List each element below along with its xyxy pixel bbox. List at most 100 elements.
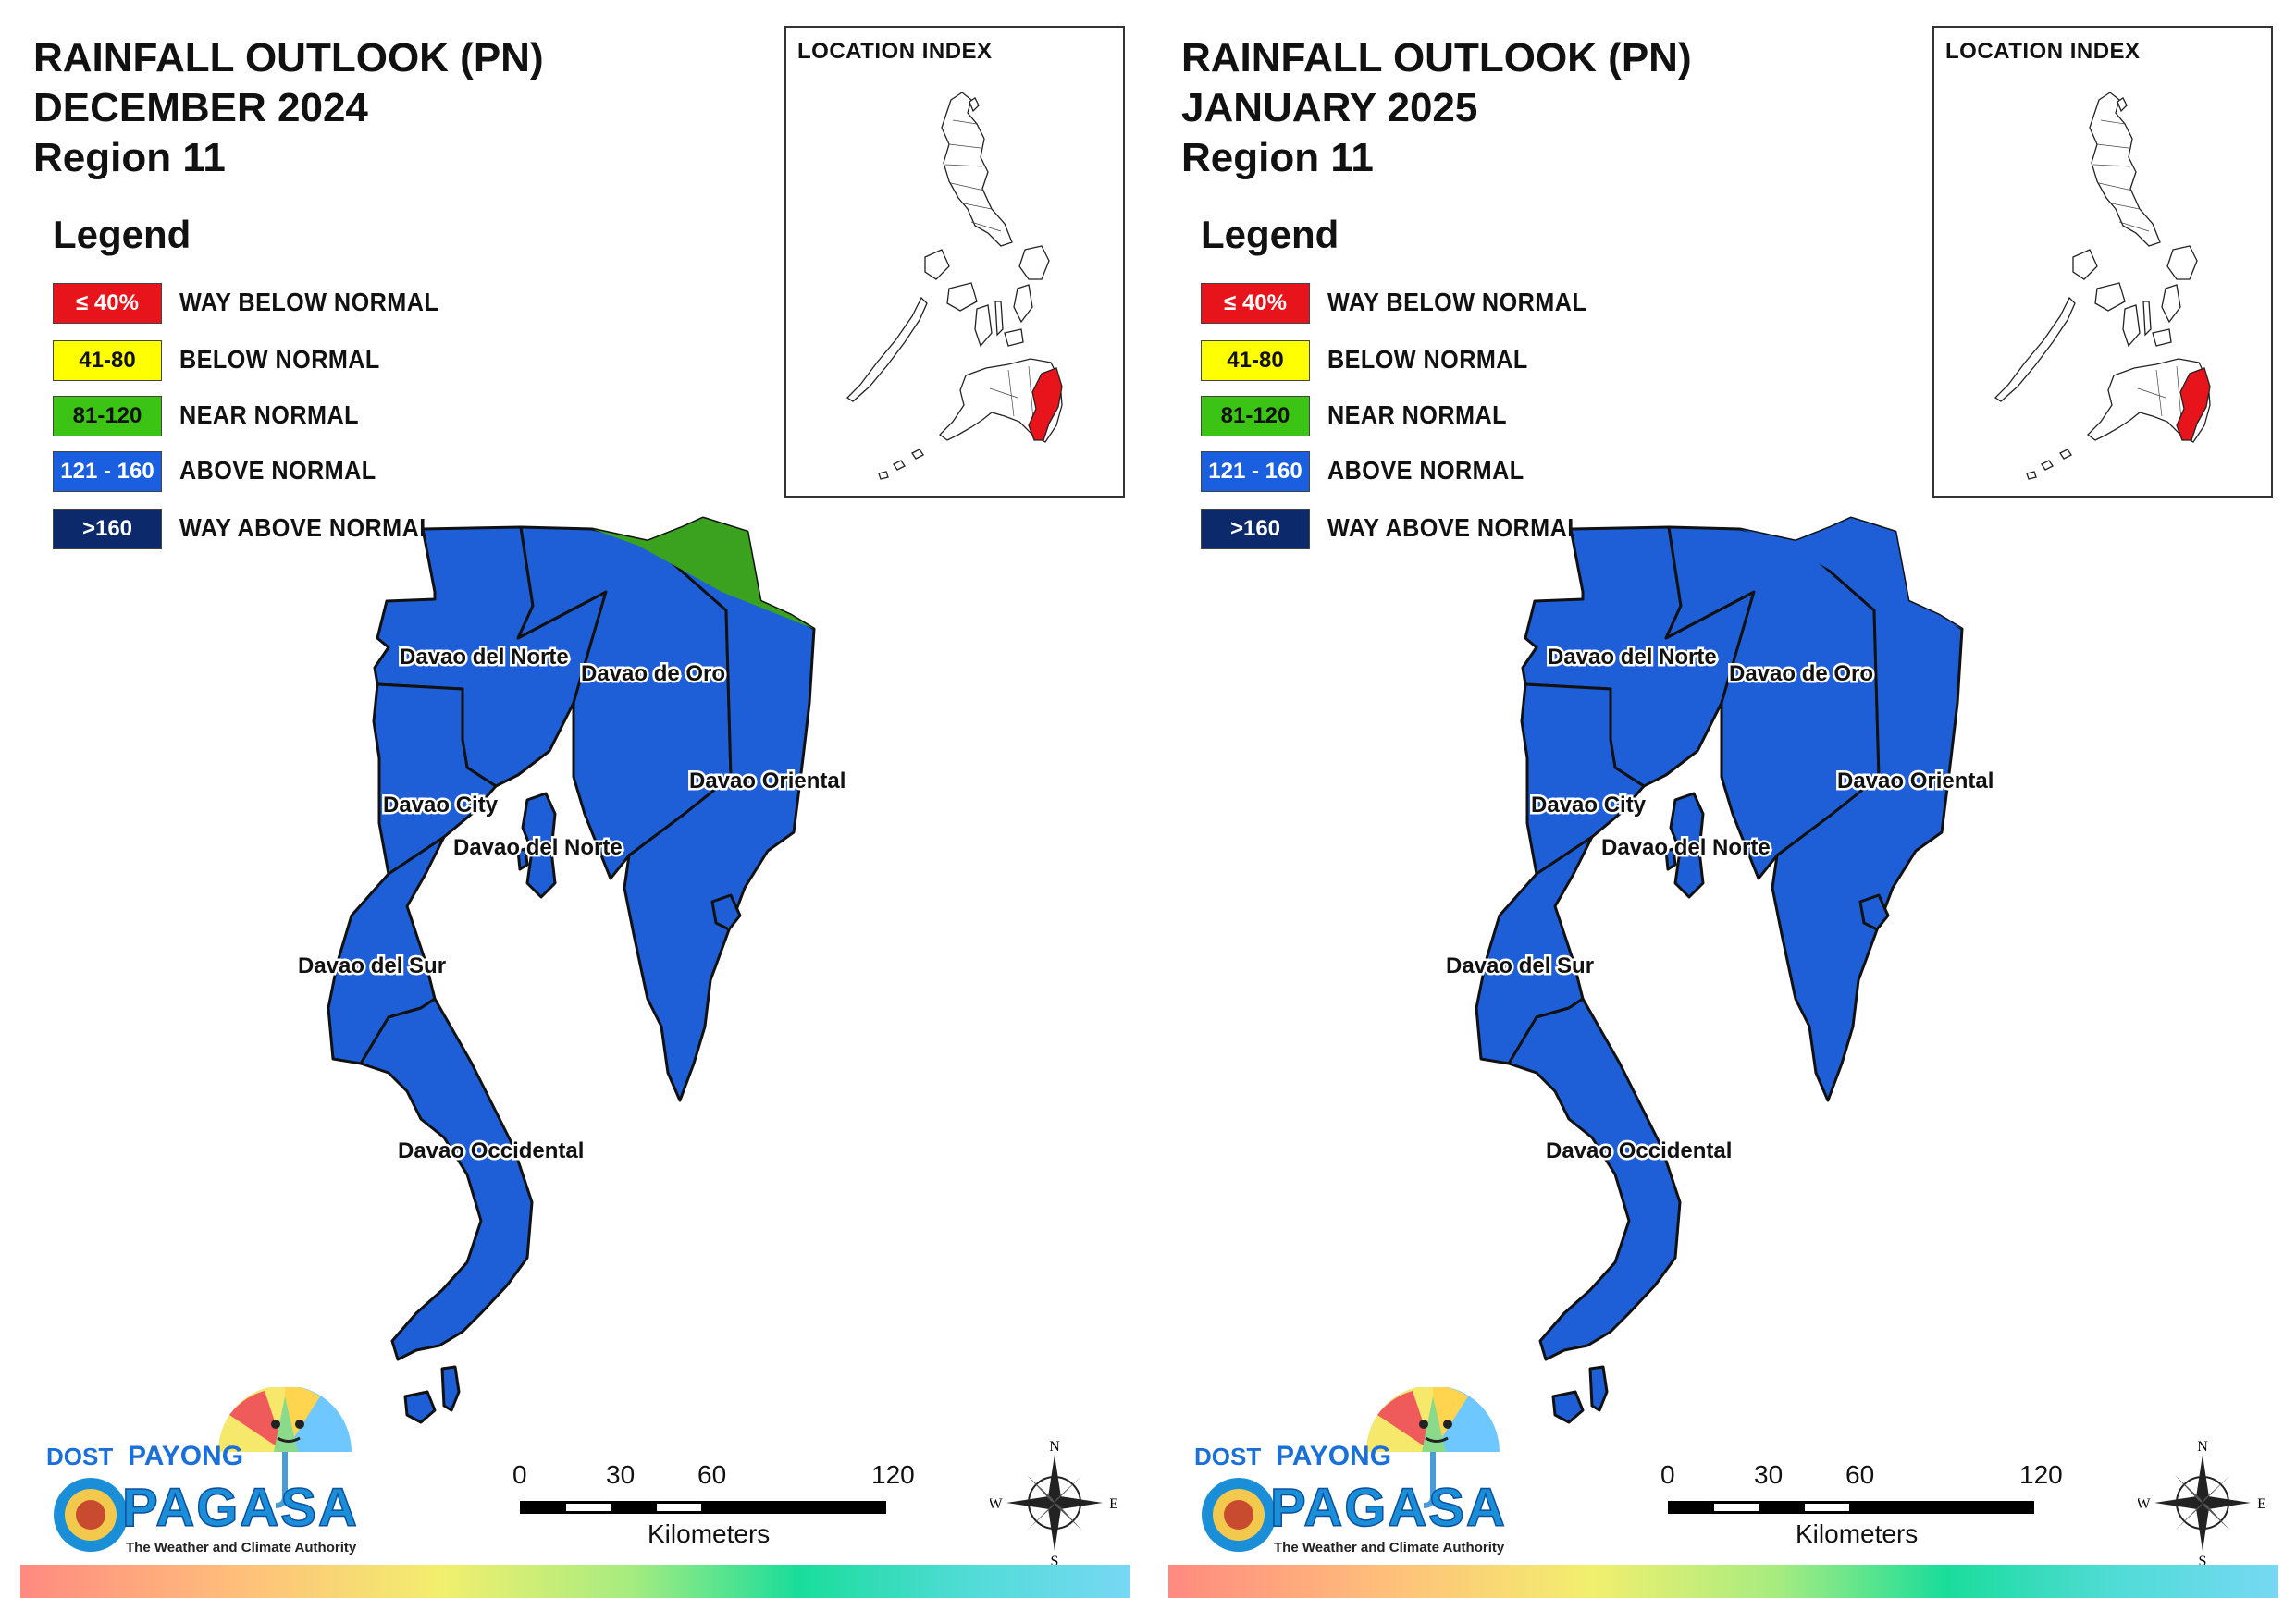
island-balut [440, 1365, 461, 1412]
scale-tick-120: 120 [2019, 1460, 2063, 1489]
title-region: Region 11 [33, 135, 226, 180]
legend-swatch: 41-80 [1201, 340, 1310, 381]
island-talicud [1664, 847, 1677, 871]
label-davao-del-norte: Davao del Norte [400, 645, 569, 670]
label-davao-del-norte-samal: Davao del Norte [1601, 835, 1771, 860]
location-index-inset: LOCATION INDEX [784, 26, 1125, 498]
legend-label: WAY ABOVE NORMAL [1327, 513, 1583, 542]
island-talicud [516, 847, 529, 871]
title-month: JANUARY 2025 [1181, 85, 1478, 130]
islet-oriental [1858, 893, 1890, 931]
inset-title: LOCATION INDEX [1945, 39, 2141, 64]
legend-swatch: >160 [53, 509, 162, 549]
philippines-index-map [1994, 92, 2211, 480]
north-band-area [592, 518, 814, 629]
logo-payong: PAYONG [128, 1441, 243, 1471]
compass-s: S [2199, 1554, 2207, 1568]
label-davao-del-sur: Davao del Sur [1446, 953, 1594, 978]
legend-swatch: ≤ 40% [1201, 283, 1310, 324]
region-11-map: Davao del Norte Davao de Oro Davao Orien… [296, 516, 848, 1424]
label-davao-oriental: Davao Oriental [689, 768, 846, 793]
legend-label: NEAR NORMAL [179, 400, 359, 429]
compass-w: W [990, 1496, 1003, 1512]
label-davao-city: Davao City [383, 793, 499, 818]
legend-title: Legend [53, 213, 191, 256]
logo-tagline: The Weather and Climate Authority [1274, 1540, 1505, 1555]
logo-pagasa: PAGASA [122, 1478, 359, 1538]
philippines-index-map [846, 92, 1063, 480]
logo-tagline: The Weather and Climate Authority [126, 1540, 357, 1555]
map-title: RAINFALL OUTLOOK (PN) JANUARY 2025 Regio… [1181, 33, 1692, 183]
scale-bar: 0 30 60 120 Kilometers [512, 1457, 934, 1558]
gradient-footer-bar [1168, 1565, 2278, 1598]
island-samal [1669, 792, 1705, 899]
legend-label: ABOVE NORMAL [1327, 456, 1524, 485]
legend-label: WAY ABOVE NORMAL [179, 513, 435, 542]
compass-e: E [1109, 1496, 1118, 1512]
province-davao-occidental [359, 997, 534, 1361]
scale-bar-graphic [1668, 1501, 2034, 1514]
label-davao-city: Davao City [1531, 793, 1647, 818]
title-region: Region 11 [1181, 135, 1374, 180]
payong-pagasa-logo: DOST PAYONG PAGASA The Weather and Clima… [1194, 1387, 1506, 1555]
scale-tick-60: 60 [1845, 1460, 1875, 1489]
compass-n: N [1049, 1439, 1060, 1455]
legend-swatch: >160 [1201, 509, 1310, 549]
island-sarangani [1551, 1390, 1585, 1424]
logo-dost: DOST [1194, 1443, 1261, 1470]
label-davao-de-oro: Davao de Oro [1729, 661, 1873, 686]
region-11-highlight [1028, 367, 1063, 441]
map-title: RAINFALL OUTLOOK (PN) DECEMBER 2024 Regi… [33, 33, 544, 183]
gradient-footer-bar [20, 1565, 1130, 1598]
scale-bar: 0 30 60 120 Kilometers [1660, 1457, 2082, 1558]
compass-n: N [2197, 1439, 2208, 1455]
region-11-map: Davao del Norte Davao de Oro Davao Orien… [1444, 516, 1996, 1424]
island-balut [1588, 1365, 1609, 1412]
compass-w: W [2138, 1496, 2151, 1512]
legend-label: BELOW NORMAL [1327, 345, 1528, 374]
inset-title: LOCATION INDEX [797, 39, 993, 64]
logo-dost: DOST [46, 1443, 113, 1470]
legend-swatch: 121 - 160 [1201, 451, 1310, 492]
scale-tick-30: 30 [1754, 1460, 1784, 1489]
legend-swatch: 41-80 [53, 340, 162, 381]
legend-label: BELOW NORMAL [179, 345, 380, 374]
label-davao-de-oro: Davao de Oro [581, 661, 725, 686]
title-line-1: RAINFALL OUTLOOK (PN) [33, 35, 544, 80]
legend-label: NEAR NORMAL [1327, 400, 1507, 429]
title-month: DECEMBER 2024 [33, 85, 368, 130]
island-sarangani [403, 1390, 437, 1424]
compass-e: E [2257, 1496, 2266, 1512]
scale-tick-120: 120 [871, 1460, 915, 1489]
label-davao-del-norte-samal: Davao del Norte [453, 835, 623, 860]
north-band-area [1740, 518, 1962, 629]
label-davao-del-norte: Davao del Norte [1548, 645, 1717, 670]
label-davao-occidental: Davao Occidental [1546, 1138, 1732, 1163]
label-davao-del-sur: Davao del Sur [298, 953, 446, 978]
compass-rose-icon: N S W E [2138, 1439, 2266, 1568]
scale-unit: Kilometers [648, 1519, 771, 1548]
label-davao-occidental: Davao Occidental [398, 1138, 584, 1163]
legend-title: Legend [1201, 213, 1339, 256]
island-samal [521, 792, 557, 899]
legend-label: WAY BELOW NORMAL [179, 288, 439, 316]
islet-oriental [710, 893, 742, 931]
legend-swatch: 121 - 160 [53, 451, 162, 492]
province-davao-occidental [1507, 997, 1682, 1361]
scale-tick-30: 30 [606, 1460, 636, 1489]
legend-swatch: 81-120 [53, 396, 162, 436]
legend-label: ABOVE NORMAL [179, 456, 376, 485]
compass-s: S [1051, 1554, 1059, 1568]
logo-payong: PAYONG [1276, 1441, 1391, 1471]
legend-label: WAY BELOW NORMAL [1327, 288, 1587, 316]
outlook-panel: RAINFALL OUTLOOK (PN) DECEMBER 2024 Regi… [20, 26, 1130, 1598]
legend-swatch: 81-120 [1201, 396, 1310, 436]
region-11-highlight [2176, 367, 2211, 441]
scale-bar-graphic [520, 1501, 886, 1514]
payong-pagasa-logo: DOST PAYONG PAGASA The Weather and Clima… [46, 1387, 359, 1555]
scale-tick-60: 60 [697, 1460, 727, 1489]
scale-tick-0: 0 [1660, 1460, 1675, 1489]
outlook-panel: RAINFALL OUTLOOK (PN) JANUARY 2025 Regio… [1148, 0, 2296, 1623]
title-line-1: RAINFALL OUTLOOK (PN) [1181, 35, 1692, 80]
label-davao-oriental: Davao Oriental [1837, 768, 1994, 793]
